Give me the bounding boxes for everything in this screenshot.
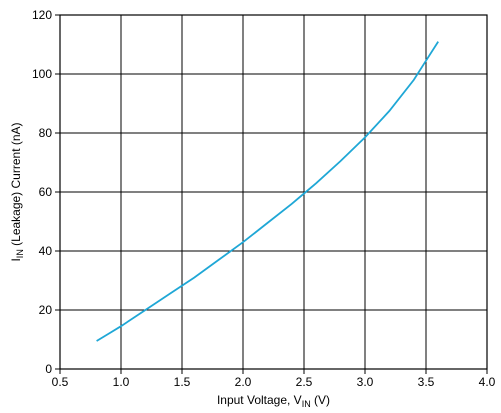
- y-tick-label: 100: [32, 67, 52, 81]
- y-tick-label: 80: [39, 126, 53, 140]
- x-tick-label: 1.5: [174, 375, 191, 389]
- y-tick-label: 60: [39, 185, 53, 199]
- grid: [60, 15, 487, 369]
- y-axis-title: IIN (Leakage) Current (nA): [9, 122, 25, 261]
- x-axis-ticks: 0.5 1.0 1.5 2.0 2.5 3.0 3.5 4.0: [52, 369, 496, 389]
- x-tick-label: 3.5: [418, 375, 435, 389]
- y-tick-label: 40: [39, 244, 53, 258]
- y-axis-ticks: 0 20 40 60 80 100 120: [32, 8, 60, 376]
- y-tick-label: 0: [45, 362, 52, 376]
- x-tick-label: 2.0: [235, 375, 252, 389]
- x-tick-label: 4.0: [479, 375, 496, 389]
- x-tick-label: 1.0: [113, 375, 130, 389]
- x-tick-label: 2.5: [296, 375, 313, 389]
- series-line: [96, 41, 439, 342]
- y-tick-label: 20: [39, 303, 53, 317]
- x-axis-title: Input Voltage, VIN (V): [217, 393, 330, 409]
- x-tick-label: 0.5: [52, 375, 69, 389]
- x-tick-label: 3.0: [357, 375, 374, 389]
- y-tick-label: 120: [32, 8, 52, 22]
